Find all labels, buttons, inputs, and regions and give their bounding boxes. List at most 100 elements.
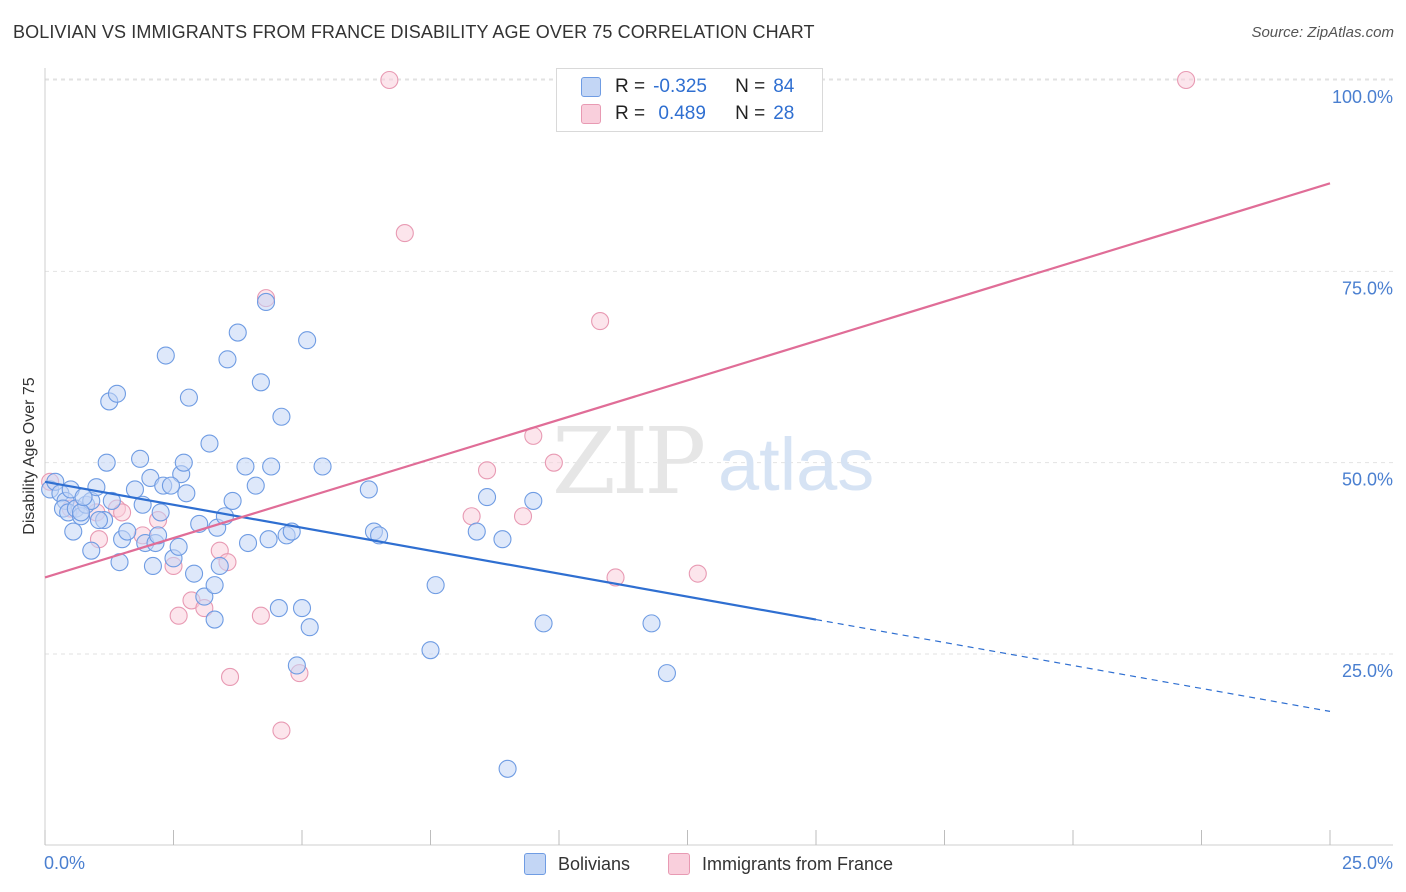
legend-row-bolivians: R = -0.325 N = 84 [581,74,794,100]
series-immigrants-from-france [41,70,1196,740]
legend-n-value: 28 [773,103,795,124]
point-bolivians [205,610,224,629]
bottom-legend-label: Bolivians [558,853,631,874]
watermark: ZIP atlas [552,408,874,515]
point-bolivians [64,522,83,541]
x-tick-label: 25.0% [1342,853,1393,873]
point-immigrants-from-france [544,453,563,472]
point-bolivians [467,522,486,541]
point-bolivians [292,599,312,618]
point-bolivians [156,346,175,365]
y-tick-label: 25.0% [1342,661,1393,681]
point-bolivians [298,331,317,350]
point-bolivians [161,476,180,495]
trend-line-bolivians [44,480,817,621]
x-tick-label: 0.0% [44,853,85,873]
legend-r-label: R = [615,103,646,124]
grid-lines [45,78,1393,655]
point-bolivians [205,576,224,595]
point-bolivians [177,484,196,503]
point-bolivians [82,541,101,560]
point-bolivians [534,614,553,633]
point-bolivians [131,449,150,468]
legend-r-label: R = [615,76,646,97]
point-bolivians [426,576,445,595]
point-bolivians [169,537,188,556]
point-bolivians [272,407,291,426]
point-bolivians [185,564,204,583]
bottom-legend-swatch-blue [524,853,546,875]
point-immigrants-from-france [272,721,291,740]
trend-lines [44,182,1331,712]
bottom-legend-label: Immigrants from France [702,853,894,874]
point-immigrants-from-france [1177,70,1196,90]
legend-swatch-pink [581,104,601,124]
point-bolivians [174,453,193,472]
legend-n-value: 84 [773,76,795,97]
point-bolivians [657,664,676,683]
bottom-legend-swatch-pink [668,853,690,875]
point-bolivians [238,533,258,553]
axes [44,68,1393,846]
point-bolivians [287,656,306,675]
point-immigrants-from-france [688,564,707,583]
point-bolivians [195,587,214,606]
legend-r-value: 0.489 [653,103,706,124]
point-bolivians [223,491,242,510]
point-bolivians [151,503,170,522]
point-immigrants-from-france [477,461,497,480]
point-bolivians [89,511,109,530]
chart-title: BOLIVIAN VS IMMIGRANTS FROM FRANCE DISAB… [13,22,815,42]
point-bolivians [642,614,661,633]
source-label: Source: ZipAtlas.com [1251,24,1394,41]
point-bolivians [421,641,440,660]
point-bolivians [179,388,198,407]
point-bolivians [524,491,543,510]
point-bolivians [200,434,219,453]
point-immigrants-from-france [220,667,240,687]
point-bolivians [246,476,265,495]
point-bolivians [107,384,127,403]
point-bolivians [71,503,91,522]
point-bolivians [477,488,497,507]
point-bolivians [74,488,93,507]
point-bolivians [118,522,137,541]
point-bolivians [269,599,288,618]
watermark-atlas: atlas [718,423,874,506]
point-bolivians [359,480,378,499]
point-bolivians [300,618,319,637]
bottom-legend-bolivians: Bolivians [524,852,630,876]
point-immigrants-from-france [251,606,270,625]
legend-r-value: -0.325 [653,76,707,97]
legend-row-france: R = 0.489 N = 28 [581,101,794,127]
tick-labels: 25.0% 50.0% 75.0% 100.0% 0.0% 25.0% [44,87,1393,873]
point-immigrants-from-france [462,507,481,526]
point-bolivians [143,556,162,576]
point-immigrants-from-france [380,70,399,90]
point-bolivians [251,373,270,392]
point-bolivians [493,530,512,549]
trend-line-immigrants-from-france [44,182,1331,579]
point-immigrants-from-france [395,224,414,243]
legend-swatch-blue [581,77,601,97]
trend-line-bolivians-projection [815,618,1331,712]
point-bolivians [262,457,281,476]
point-bolivians [228,323,247,342]
y-tick-label: 75.0% [1342,278,1393,298]
point-immigrants-from-france [513,507,533,526]
point-bolivians [97,453,116,472]
legend: R = -0.325 N = 84 R = 0.489 N = 28 [556,68,823,132]
legend-n-label: N = [735,103,766,124]
y-tick-label: 100.0% [1332,87,1393,107]
point-immigrants-from-france [606,568,625,587]
point-bolivians [256,292,276,311]
point-bolivians [102,491,121,510]
point-bolivians [313,457,332,476]
point-bolivians [259,530,278,549]
point-bolivians [498,759,517,778]
point-immigrants-from-france [591,312,610,331]
y-tick-label: 50.0% [1342,470,1393,490]
point-bolivians [210,556,229,576]
point-immigrants-from-france [113,503,132,522]
